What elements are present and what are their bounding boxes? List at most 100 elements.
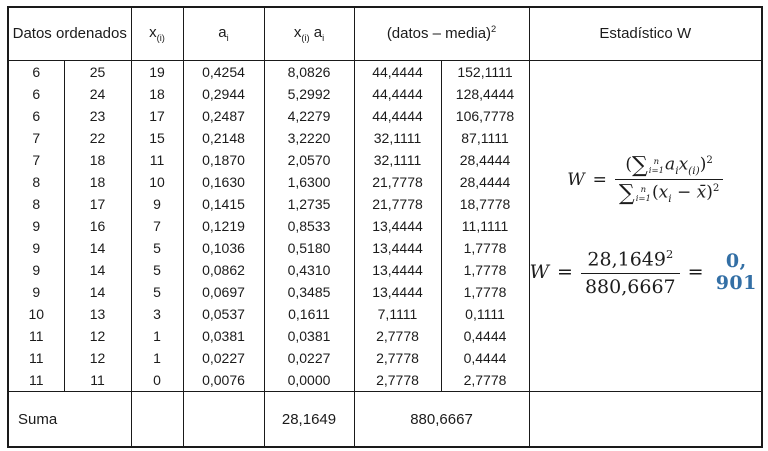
cell-xi: 7 (130, 215, 184, 237)
fraction: 28,16492 880,6667 (580, 247, 680, 298)
cell-ai: 0,2487 (182, 105, 265, 127)
cell-xi: 1 (130, 325, 184, 347)
summation-symbol: ∑ n i=1 (619, 182, 652, 204)
numerator-value: 28,1649 (587, 248, 666, 271)
header-label: Estadístico W (599, 24, 692, 42)
variable-x-sub: (i) (688, 165, 700, 178)
header-label: (datos – media) (386, 25, 492, 43)
cell-ai: 0,0697 (182, 281, 265, 303)
cell-ai: 0,0227 (182, 347, 265, 369)
suma-label: Suma (7, 391, 132, 448)
cell-sq1: 21,7778 (353, 171, 442, 193)
summation-symbol: ∑ n i=1 (632, 154, 665, 176)
cell-xi: 15 (130, 127, 184, 149)
cell-sq1: 21,7778 (353, 193, 442, 215)
fraction: (∑ n i=1 aix(i))2 ∑ n i=1 (xi − x̄)2 (614, 154, 724, 205)
table-footer: Suma 28,1649 880,6667 (7, 391, 763, 448)
cell-sq2: 1,7778 (440, 237, 530, 259)
cell-datos-1: 6 (7, 83, 65, 105)
cell-datos-1: 9 (7, 281, 65, 303)
header-subscript: i (226, 32, 229, 43)
cell-xiai: 1,2735 (263, 193, 355, 215)
header-subscript: (i) (156, 32, 165, 43)
cell-datos-2: 14 (63, 237, 132, 259)
cell-datos-2: 11 (63, 369, 132, 392)
cell-sq2: 128,4444 (440, 83, 530, 105)
cell-xiai: 3,2220 (263, 127, 355, 149)
cell-xi: 11 (130, 149, 184, 171)
cell-sq2: 87,1111 (440, 127, 530, 149)
cell-ai: 0,2148 (182, 127, 265, 149)
col-header-datos-media-sq: (datos – media)2 (353, 6, 530, 61)
table-row: 8 18 10 0,1630 1,6300 21,7778 28,4444 (7, 171, 762, 193)
header-label: a (218, 23, 227, 41)
cell-ai: 0,0537 (182, 303, 265, 325)
cell-sq1: 44,4444 (353, 83, 442, 105)
cell-xi: 17 (130, 105, 184, 127)
cell-xi: 1 (130, 347, 184, 369)
cell-sq1: 13,4444 (353, 215, 442, 237)
cell-xiai: 0,5180 (263, 237, 355, 259)
table-row: 6 24 18 0,2944 5,2992 44,4444 128,4444 (7, 83, 762, 105)
paren: ( (651, 182, 659, 203)
cell-sq2: 18,7778 (440, 193, 530, 215)
cell-xiai: 0,3485 (263, 281, 355, 303)
cell-datos-2: 18 (63, 171, 132, 193)
cell-empty (182, 391, 265, 448)
table-row: 8 17 9 0,1415 1,2735 21,7778 18,7778 (7, 193, 762, 215)
variable-a-sub: i (675, 165, 679, 178)
cell-xiai: 8,0826 (263, 60, 355, 83)
table-row: 9 14 5 0,1036 0,5180 13,4444 1,7778 (7, 237, 762, 259)
cell-datos-1: 11 (7, 347, 65, 369)
cell-sq1: 44,4444 (353, 105, 442, 127)
exponent: 2 (665, 247, 674, 262)
exponent: 2 (712, 183, 720, 195)
cell-ai: 0,1036 (182, 237, 265, 259)
cell-sq2: 0,4444 (440, 325, 530, 347)
table-row: 11 12 1 0,0381 0,0381 2,7778 0,4444 (7, 325, 762, 347)
table-row: 6 25 19 0,4254 8,0826 44,4444 152,1111 W… (7, 60, 763, 392)
cell-xi: 3 (130, 303, 184, 325)
suma-xiai-total: 28,1649 (263, 391, 355, 448)
cell-datos-2: 17 (63, 193, 132, 215)
col-header-xiai: x(i) ai (263, 6, 355, 61)
col-header-datos-ordenados: Datos ordenados (7, 6, 132, 61)
cell-sq1: 32,1111 (353, 149, 442, 171)
cell-xiai: 0,0381 (263, 325, 355, 347)
cell-sq2: 11,1111 (440, 215, 530, 237)
header-superscript: 2 (491, 24, 497, 35)
col-header-xi: x(i) (130, 6, 184, 61)
cell-sq2: 106,7778 (440, 105, 530, 127)
cell-sq1: 7,1111 (353, 303, 442, 325)
limit-lower: i=1 (648, 166, 665, 177)
table-row: 7 22 15 0,2148 3,2220 32,1111 87,1111 (7, 127, 762, 149)
cell-datos-2: 12 (63, 347, 132, 369)
cell-xi: 19 (130, 60, 184, 83)
table-header: Datos ordenados x(i) ai x(i) ai (datos –… (7, 6, 763, 61)
cell-sq1: 13,4444 (353, 259, 442, 281)
cell-sq2: 28,4444 (440, 149, 530, 171)
cell-ai: 0,1415 (182, 193, 265, 215)
cell-ai: 0,0381 (182, 325, 265, 347)
variable-x: x (678, 154, 689, 175)
summation-limits: n i=1 (648, 157, 665, 177)
cell-xiai: 0,1611 (263, 303, 355, 325)
cell-empty (130, 391, 184, 448)
cell-xiai: 0,8533 (263, 215, 355, 237)
limit-upper: n (653, 157, 660, 168)
cell-ai: 0,4254 (182, 60, 265, 83)
cell-datos-1: 9 (7, 237, 65, 259)
header-label: Datos ordenados (12, 24, 127, 42)
paren: ) (706, 182, 713, 203)
fraction-numerator: (∑ n i=1 aix(i))2 (614, 154, 724, 181)
cell-sq1: 2,7778 (353, 369, 442, 392)
calculation-table: Datos ordenados x(i) ai x(i) ai (datos –… (7, 6, 764, 448)
formula-lhs: W (567, 169, 585, 190)
table-row: 9 16 7 0,1219 0,8533 13,4444 11,1111 (7, 215, 762, 237)
cell-ai: 0,2944 (182, 83, 265, 105)
col-header-ai: ai (182, 6, 265, 61)
equals-sign: = (557, 261, 573, 284)
cell-datos-2: 18 (63, 149, 132, 171)
col-header-estadistico-w: Estadístico W (528, 6, 763, 61)
